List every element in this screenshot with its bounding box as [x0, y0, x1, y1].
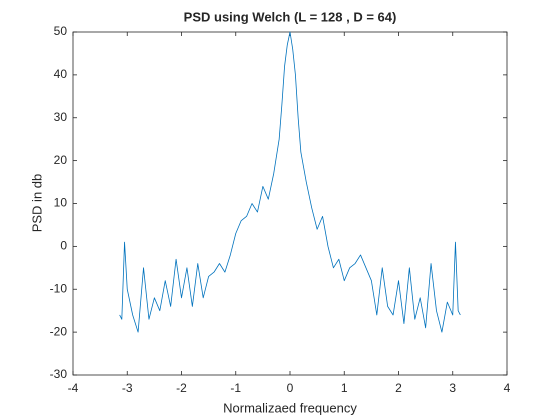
y-tick-label: -20	[50, 324, 68, 338]
x-tick-label: 1	[341, 381, 348, 395]
x-axis-label: Normalizaed frequency	[223, 400, 357, 415]
y-tick-label: 50	[54, 24, 68, 38]
x-tick-label: -4	[68, 381, 79, 395]
y-tick-label: 20	[54, 153, 68, 167]
x-tick-label: 2	[395, 381, 402, 395]
y-tick-label: 10	[54, 196, 68, 210]
y-tick-label: -10	[50, 281, 68, 295]
x-tick-label: -2	[176, 381, 187, 395]
y-tick-label: 40	[54, 67, 68, 81]
x-tick-label: 4	[504, 381, 511, 395]
y-tick-label: -30	[50, 367, 68, 381]
x-tick-label: 0	[287, 381, 294, 395]
y-axis-label: PSD in db	[29, 174, 44, 233]
y-tick-label: 30	[54, 110, 68, 124]
y-tick-label: 0	[60, 239, 67, 253]
x-tick-label: -3	[122, 381, 133, 395]
x-tick-label: -1	[230, 381, 241, 395]
axes-box	[72, 31, 508, 376]
psd-line	[119, 31, 461, 333]
chart-title: PSD using Welch (L = 128 , D = 64)	[184, 9, 397, 24]
x-tick-label: 3	[449, 381, 456, 395]
